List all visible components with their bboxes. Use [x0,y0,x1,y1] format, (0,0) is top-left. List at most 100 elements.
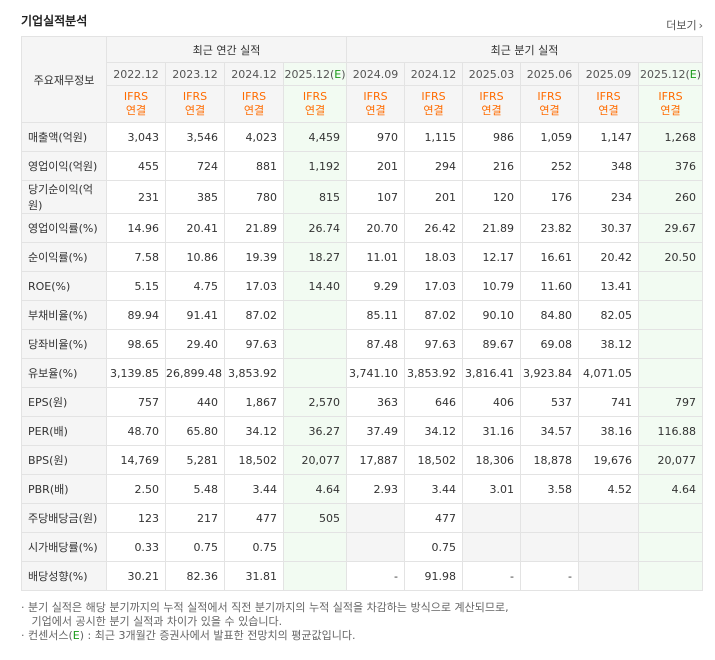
basis-standard: IFRS [241,90,267,103]
table-cell: 176 [520,180,580,214]
table-cell: 646 [404,387,464,417]
table-cell [346,503,406,533]
table-cell: 21.89 [224,213,284,243]
table-cell: 18,306 [462,445,522,475]
table-row: ROE(%) 5.15 4.75 17.03 14.40 9.29 17.03 10.79 11… [21,271,704,301]
row-label: EPS(원) [21,387,107,417]
period-header: 2025.12(E) [638,62,704,86]
table-cell: 3,923.84 [520,358,580,388]
table-cell: 20.42 [578,242,640,272]
table-cell: 2.93 [346,474,406,504]
table-cell: - [462,561,522,591]
table-cell: 38.12 [578,329,640,359]
table-cell: 385 [165,180,225,214]
row-label: 순이익률(%) [21,242,107,272]
table-cell: 14.40 [282,271,348,301]
table-cell: 1,115 [404,122,464,152]
table-cell: 89.94 [106,300,166,330]
basis-scope: 연결 [423,104,444,117]
table-cell: 406 [462,387,522,417]
period-header: 2024.12 [224,62,284,86]
table-cell: 1,147 [578,122,640,152]
table-cell: 30.37 [578,213,640,243]
row-label: 부채비율(%) [21,300,107,330]
table-cell: 19.39 [224,242,284,272]
table-row: 유보율(%) 3,139.85 26,899.48 3,853.92 3,741.10 3… [21,358,704,388]
table-cell: 14,769 [106,445,166,475]
footnote-1-cont: 기업에서 공시한 분기 실적과 차이가 있을 수 있습니다. [21,615,509,629]
row-label: PBR(배) [21,474,107,504]
table-cell: 13.41 [578,271,640,301]
table-cell: 780 [224,180,284,214]
footnote-2-suffix: ) : 최근 3개월간 증권사에서 발표한 전망치의 평균값입니다. [79,629,356,642]
more-link[interactable]: 더보기 › [666,17,703,33]
table-cell: 123 [106,503,166,533]
footnote-1: · 분기 실적은 해당 분기까지의 누적 실적에서 직전 분기까지의 누적 실적… [21,601,509,614]
table-cell: 9.29 [346,271,406,301]
table-cell: 217 [165,503,225,533]
row-label: 시가배당률(%) [21,532,107,562]
row-label: ROE(%) [21,271,107,301]
table-row: 당기순이익(억원) 231 385 780 815 107 201 120 176 234 260 [21,180,704,214]
table-cell: 26.42 [404,213,464,243]
table-cell: 18,502 [404,445,464,475]
table-cell: 3,741.10 [346,358,406,388]
table-cell: 85.11 [346,300,406,330]
basis-header: IFRS 연결 [346,85,406,123]
table-cell: 3.44 [404,474,464,504]
table-cell: 17,887 [346,445,406,475]
basis-standard: IFRS [537,90,562,103]
table-cell: 16.61 [520,242,580,272]
table-cell: 91.41 [165,300,225,330]
row-label: 당기순이익(억원) [21,180,107,214]
table-cell [578,503,640,533]
table-row: 영업이익(억원) 455 724 881 1,192 201 294 216 252 348 376 [21,151,704,181]
table-row: 순이익률(%) 7.58 10.86 19.39 18.27 11.01 18.03 12.1… [21,242,704,272]
table-cell [578,532,640,562]
table-cell: 4.64 [282,474,348,504]
basis-header: IFRS 연결 [578,85,640,123]
table-cell: 201 [346,151,406,181]
table-cell: 363 [346,387,406,417]
table-cell: 260 [638,180,704,214]
table-cell: 724 [165,151,225,181]
footnote-2-prefix: 컨센서스( [28,629,73,642]
table-row: BPS(원) 14,769 5,281 18,502 20,077 17,887 18,50… [21,445,704,475]
basis-scope: 연결 [243,104,265,117]
table-row: 매출액(억원) 3,043 3,546 4,023 4,459 970 1,115 986 1,… [21,122,704,152]
table-cell [638,532,704,562]
table-cell: 18.03 [404,242,464,272]
table-cell: 477 [224,503,284,533]
table-cell: 87.02 [404,300,464,330]
table-row: 배당성향(%) 30.21 82.36 31.81-91.98- - [21,561,704,591]
table-cell: 82.05 [578,300,640,330]
table-cell: 970 [346,122,406,152]
basis-standard: IFRS [421,90,446,103]
table-cell: 1,192 [282,151,348,181]
table-cell: 741 [578,387,640,417]
basis-header: IFRS 연결 [638,85,704,123]
table-cell: 34.12 [404,416,464,446]
table-cell: 18,502 [224,445,284,475]
basis-header: IFRS 연결 [404,85,464,123]
table-row: PER(배) 48.70 65.80 34.12 36.27 37.49 34.12 31.1… [21,416,704,446]
row-label: 영업이익률(%) [21,213,107,243]
more-link-label: 더보기 [666,19,697,32]
section-title: 기업실적분석 [21,14,88,28]
table-cell: 1,268 [638,122,704,152]
estimate-mark: E [689,67,697,81]
table-cell [462,532,522,562]
table-cell: 2,570 [282,387,348,417]
table-cell: 376 [638,151,704,181]
table-cell: 20.50 [638,242,704,272]
table-cell: 18,878 [520,445,580,475]
table-cell: 4.75 [165,271,225,301]
basis-standard: IFRS [479,90,504,103]
estimate-mark: E [334,67,342,81]
table-cell: 26.74 [282,213,348,243]
table-cell: 7.58 [106,242,166,272]
table-cell: 10.86 [165,242,225,272]
table-cell: 348 [578,151,640,181]
table-cell: 20,077 [282,445,348,475]
